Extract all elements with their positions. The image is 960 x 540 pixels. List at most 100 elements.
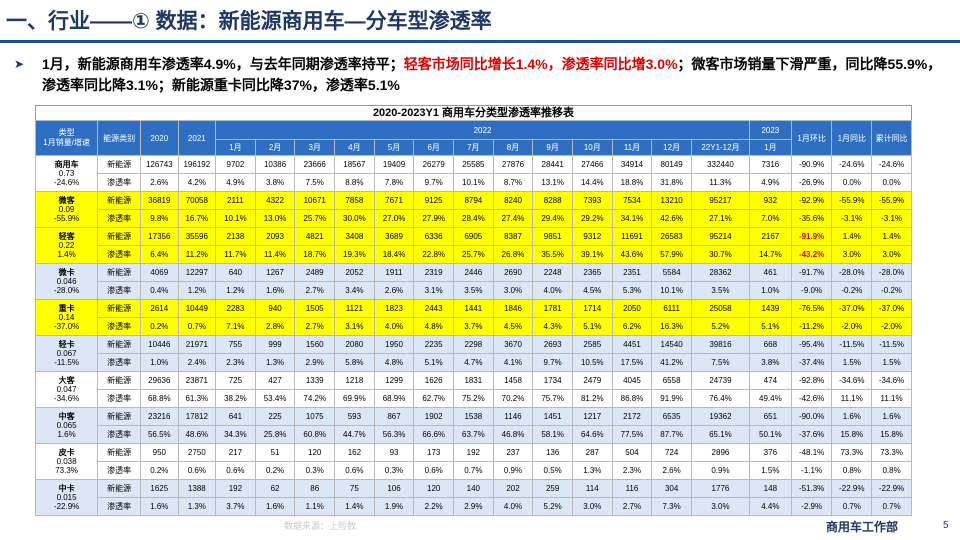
category-cell: 重卡 0.14 -37.0% — [34, 299, 99, 336]
category-growth: -11.5% — [54, 358, 79, 367]
category-name: 微卡 — [58, 268, 75, 277]
value-cell: 16.3% — [651, 317, 692, 336]
table-row: 渗透率 0.2% 0.6% 0.6% 0.2% 0.3% 0.6% 0.3% 0.6% 0.7% 0… — [36, 461, 912, 480]
value-cell: 5.1% — [748, 317, 792, 336]
value-cell: 0.4% — [140, 281, 179, 300]
value-cell: 34914 — [611, 155, 653, 174]
value-cell: 162 — [334, 443, 375, 462]
value-cell: 1.9% — [373, 497, 415, 516]
value-cell: 95217 — [690, 191, 750, 210]
value-cell: 3.8% — [748, 353, 792, 372]
value-cell: 6535 — [651, 407, 692, 426]
value-cell: 8240 — [492, 191, 534, 210]
value-cell: 43.6% — [611, 245, 653, 264]
value-cell: 7.3% — [651, 497, 692, 516]
header-month: 9月 — [532, 139, 573, 156]
value-cell: 120 — [413, 479, 455, 498]
value-cell: 651 — [748, 407, 792, 426]
value-cell: 10449 — [177, 299, 217, 318]
value-cell: 940 — [254, 299, 296, 318]
header-month: 4月 — [334, 139, 375, 156]
value-cell: 11691 — [611, 227, 653, 246]
penetration-table: 类型 1月销量/增速 能源类别 2020 2021 2022 2023 1月环比… — [34, 120, 912, 516]
value-cell: 106 — [373, 479, 415, 498]
energy-cell: 新能源 — [97, 299, 142, 318]
value-cell: 73.3% — [871, 443, 912, 462]
value-cell: 13.0% — [254, 209, 296, 228]
value-cell: 77.5% — [611, 425, 653, 444]
value-cell: 36819 — [140, 191, 179, 210]
value-cell: 0.2% — [254, 461, 296, 480]
value-cell: 29.4% — [532, 209, 573, 228]
value-cell: 2235 — [413, 335, 455, 354]
value-cell: 27466 — [571, 155, 613, 174]
value-cell: 57.9% — [651, 245, 692, 264]
value-cell: 28.4% — [453, 209, 494, 228]
value-cell: 1.2% — [215, 281, 256, 300]
value-cell: 641 — [215, 407, 256, 426]
value-cell: 27.0% — [373, 209, 415, 228]
table-row: 大客 0.047 -34.6% 新能源 29636 23871 725 427 1339 1218… — [34, 371, 912, 408]
value-cell: 74.2% — [294, 389, 336, 408]
category-cell: 微卡 0.046 -28.0% — [34, 263, 99, 300]
value-cell: 192 — [215, 479, 256, 498]
value-cell: -91.9% — [790, 227, 833, 246]
value-cell: 18567 — [334, 155, 375, 174]
category-val: 0.14 — [58, 313, 75, 322]
value-cell: 4.9% — [748, 173, 792, 192]
summary-text: 1月，新能源商用车渗透率4.9%，与去年同期渗透率持平；轻客市场同比增长1.4%… — [14, 54, 944, 96]
value-cell: 10671 — [294, 191, 336, 210]
value-cell: 1776 — [690, 479, 750, 498]
value-cell: 62.7% — [413, 389, 455, 408]
value-cell: -37.4% — [790, 353, 833, 372]
value-cell: 69.9% — [334, 389, 375, 408]
value-cell: -37.6% — [790, 425, 833, 444]
value-cell: 1.4% — [334, 497, 375, 516]
value-cell: 70058 — [177, 191, 217, 210]
table-row: 微客 0.09 -55.9% 新能源 36819 70058 2111 4322 10671 78… — [34, 191, 912, 228]
value-cell: 8387 — [492, 227, 534, 246]
energy-cell: 新能源 — [97, 407, 142, 426]
value-cell: 932 — [748, 191, 792, 210]
value-cell: 2365 — [571, 263, 613, 282]
value-cell: -43.2% — [790, 245, 833, 264]
value-cell: 1734 — [532, 371, 573, 390]
value-cell: 5584 — [651, 263, 692, 282]
value-cell: 3689 — [373, 227, 415, 246]
value-cell: 1451 — [532, 407, 573, 426]
category-growth: 1.6% — [57, 430, 76, 439]
department-name: 商用车工作部 — [826, 520, 899, 534]
value-cell: 2479 — [571, 371, 613, 390]
value-cell: 35596 — [177, 227, 217, 246]
value-cell: 1146 — [492, 407, 534, 426]
header-month: 5月 — [373, 139, 415, 156]
header-2021: 2021 — [177, 120, 217, 156]
value-cell: 66.6% — [413, 425, 455, 444]
value-cell: 5.2% — [690, 317, 750, 336]
header-cum: 累计同比 — [871, 120, 912, 156]
value-cell: 2093 — [254, 227, 296, 246]
value-cell: 1.0% — [748, 281, 792, 300]
value-cell: 51 — [254, 443, 296, 462]
category-cell: 皮卡 0.038 73.3% — [34, 443, 99, 480]
value-cell: 1121 — [334, 299, 375, 318]
value-cell: 6.2% — [611, 317, 653, 336]
category-growth: -24.6% — [53, 178, 80, 187]
category-name: 中卡 — [58, 484, 75, 493]
value-cell: 4.0% — [492, 497, 534, 516]
value-cell: 29636 — [140, 371, 179, 390]
value-cell: 1.6% — [831, 407, 873, 426]
value-cell: 0.0% — [831, 173, 873, 192]
value-cell: 25.7% — [294, 209, 336, 228]
category-growth: -55.9% — [53, 214, 80, 223]
energy-cell: 新能源 — [97, 371, 142, 390]
category-cell: 微客 0.09 -55.9% — [34, 191, 99, 228]
category-name: 重卡 — [58, 304, 75, 313]
value-cell: 2.6% — [373, 281, 415, 300]
value-cell: 6.4% — [140, 245, 179, 264]
value-cell: 48.6% — [177, 425, 217, 444]
value-cell: 3.4% — [334, 281, 375, 300]
category-cell: 商用车 0.73 -24.6% — [34, 155, 99, 192]
value-cell: -11.5% — [871, 335, 912, 354]
value-cell: 1388 — [177, 479, 217, 498]
